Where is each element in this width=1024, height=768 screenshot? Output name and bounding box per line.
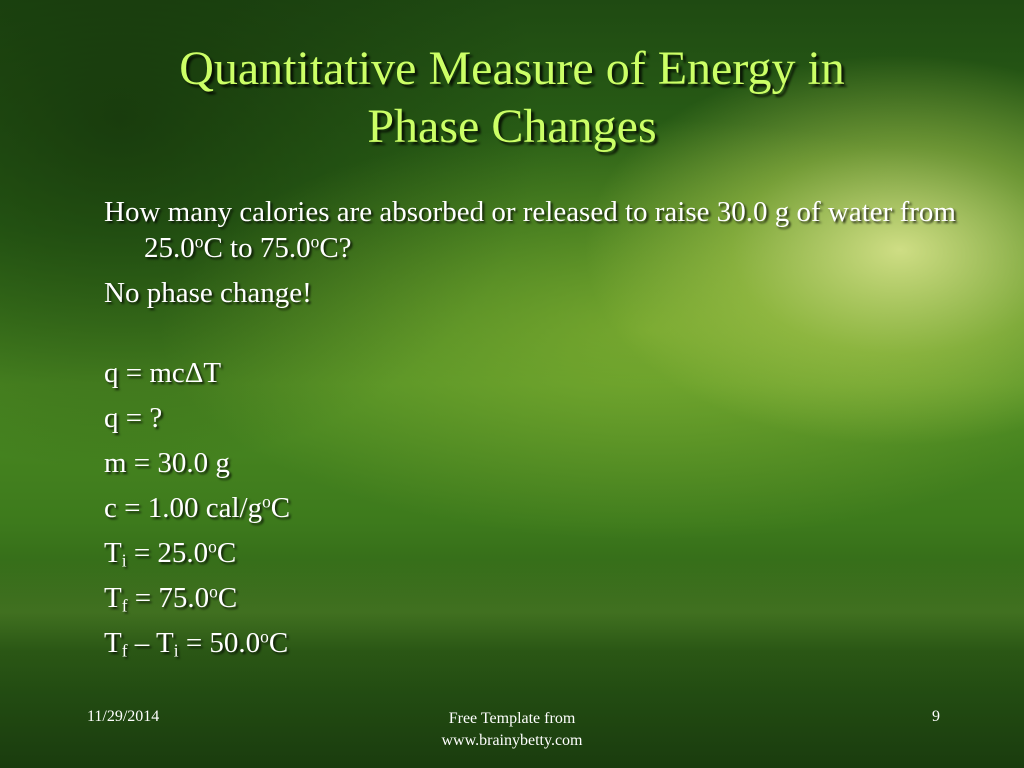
question-part-1: How many calories are absorbed or releas… bbox=[104, 196, 956, 264]
equation-mass: m = 30.0 g bbox=[104, 447, 230, 479]
degree-mark: o bbox=[194, 231, 204, 252]
specific-heat-unit: C bbox=[270, 492, 291, 524]
temp-unit: C bbox=[217, 582, 238, 614]
final-subscript: f bbox=[121, 640, 128, 661]
temp-symbol: T bbox=[104, 582, 122, 614]
equation-temp-difference: Tf – Ti = 50.0oC bbox=[104, 625, 984, 661]
minus-temp-symbol: – T bbox=[127, 627, 174, 659]
footer-credit: Free Template from www.brainybetty.com bbox=[412, 708, 612, 752]
difference-value: = 50.0 bbox=[178, 627, 261, 659]
slide-body: How many calories are absorbed or releas… bbox=[104, 194, 984, 661]
footer-date: 11/29/2014 bbox=[87, 708, 160, 725]
degree-mark: o bbox=[209, 581, 218, 602]
equation-formula: q = mcΔT bbox=[104, 357, 222, 389]
specific-heat-value: c = 1.00 cal/g bbox=[104, 492, 263, 524]
temp-symbol: T bbox=[104, 537, 122, 569]
equation-specific-heat: c = 1.00 cal/goC bbox=[104, 490, 984, 526]
temp-symbol: T bbox=[104, 627, 122, 659]
temp-unit: C bbox=[216, 537, 237, 569]
title-line-2: Phase Changes bbox=[367, 100, 657, 153]
footer-credit-line-2: www.brainybetty.com bbox=[441, 732, 583, 749]
temp-unit: C bbox=[268, 627, 289, 659]
question-part-2: C to 75.0 bbox=[203, 232, 311, 264]
final-temp-value: = 75.0 bbox=[127, 582, 210, 614]
question-text: How many calories are absorbed or releas… bbox=[104, 194, 984, 266]
no-phase-change-text: No phase change! bbox=[104, 277, 312, 309]
equation-final-temp: Tf = 75.0oC bbox=[104, 580, 984, 616]
initial-temp-value: = 25.0 bbox=[126, 537, 209, 569]
slide-title: Quantitative Measure of Energy in Phase … bbox=[0, 40, 1024, 156]
spacer bbox=[104, 311, 984, 355]
degree-mark: o bbox=[208, 536, 217, 557]
equation-q: q = ? bbox=[104, 402, 163, 434]
degree-mark: o bbox=[310, 231, 320, 252]
footer-credit-line-1: Free Template from bbox=[448, 710, 576, 727]
degree-mark: o bbox=[262, 491, 271, 512]
final-subscript: f bbox=[121, 595, 128, 616]
equation-initial-temp: Ti = 25.0oC bbox=[104, 535, 984, 571]
page-number: 9 bbox=[932, 708, 940, 725]
initial-subscript: i bbox=[121, 550, 127, 571]
degree-mark: o bbox=[260, 626, 269, 647]
question-part-3: C? bbox=[319, 232, 352, 264]
title-line-1: Quantitative Measure of Energy in bbox=[179, 42, 845, 95]
initial-subscript: i bbox=[173, 640, 179, 661]
